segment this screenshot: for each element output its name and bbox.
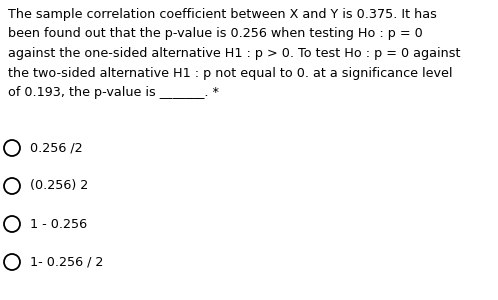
Text: been found out that the p-value is 0.256 when testing Ho : p = 0: been found out that the p-value is 0.256… — [8, 28, 423, 40]
Text: 1 - 0.256: 1 - 0.256 — [30, 218, 87, 230]
Text: the two-sided alternative H1 : p not equal to 0. at a significance level: the two-sided alternative H1 : p not equ… — [8, 67, 453, 80]
Text: 1- 0.256 / 2: 1- 0.256 / 2 — [30, 256, 104, 268]
Text: 0.256 /2: 0.256 /2 — [30, 142, 83, 154]
Text: against the one-sided alternative H1 : p > 0. To test Ho : p = 0 against: against the one-sided alternative H1 : p… — [8, 47, 461, 60]
Text: The sample correlation coefficient between X and Y is 0.375. It has: The sample correlation coefficient betwe… — [8, 8, 437, 21]
Text: (0.256) 2: (0.256) 2 — [30, 179, 88, 193]
Text: of 0.193, the p-value is _______. *: of 0.193, the p-value is _______. * — [8, 86, 219, 99]
